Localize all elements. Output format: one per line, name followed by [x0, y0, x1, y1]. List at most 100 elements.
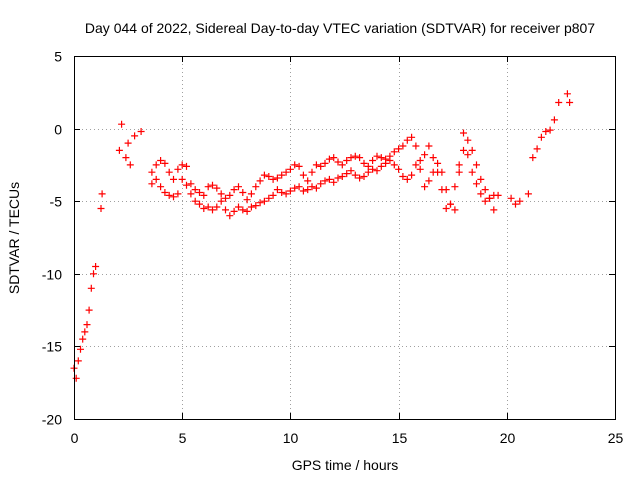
data-point — [295, 162, 303, 170]
data-point — [455, 161, 463, 169]
data-point — [347, 154, 355, 162]
data-point — [321, 177, 329, 185]
plot-frame — [74, 56, 616, 420]
data-point — [408, 133, 416, 141]
data-point — [468, 146, 476, 154]
data-point — [351, 171, 359, 179]
data-point — [356, 174, 364, 182]
x-tick-label: 5 — [179, 430, 187, 446]
data-point — [399, 142, 407, 150]
y-tick-label: 0 — [54, 122, 62, 138]
axis-ticks: 0 5 10 15 20 25 -20 -15 -10 -5 0 5 — [42, 49, 624, 447]
data-point — [338, 173, 346, 180]
data-point — [252, 183, 260, 191]
data-point — [343, 157, 351, 164]
data-point — [183, 181, 190, 189]
data-point — [152, 161, 160, 169]
data-point — [529, 154, 537, 162]
data-point — [209, 181, 216, 189]
data-point — [481, 186, 489, 194]
y-tick-label: -10 — [42, 267, 62, 283]
data-point — [243, 207, 251, 215]
data-point — [338, 161, 346, 169]
y-axis-label: SDTVAR / TECUs — [6, 182, 22, 294]
data-point — [477, 190, 485, 198]
y-tick-label: -5 — [50, 194, 63, 210]
data-point — [299, 187, 307, 195]
data-point — [115, 146, 123, 154]
data-point — [239, 189, 247, 196]
y-tick-label: -15 — [42, 339, 62, 355]
data-point — [204, 203, 212, 211]
data-point — [124, 139, 132, 147]
data-point — [373, 167, 381, 175]
data-point — [451, 183, 459, 191]
data-point — [183, 162, 190, 170]
data-point — [222, 194, 229, 202]
data-point — [157, 183, 165, 191]
x-tick-label: 15 — [392, 430, 408, 446]
data-point — [364, 168, 372, 176]
data-point — [550, 116, 558, 124]
data-point — [434, 159, 442, 167]
data-point — [178, 175, 186, 183]
data-point — [347, 167, 355, 175]
data-point — [308, 183, 316, 191]
data-point — [200, 191, 208, 199]
data-point — [369, 157, 377, 164]
data-point — [563, 90, 571, 98]
data-point — [377, 154, 385, 162]
data-point — [265, 194, 273, 202]
data-point — [196, 189, 203, 196]
data-point — [507, 194, 515, 202]
data-point — [334, 158, 342, 166]
data-point — [451, 206, 459, 214]
x-tick-label: 10 — [283, 430, 299, 446]
data-point — [230, 207, 238, 215]
data-point — [330, 178, 338, 186]
data-point — [235, 203, 242, 211]
data-point — [209, 206, 216, 214]
chart-title: Day 044 of 2022, Sidereal Day-to-day VTE… — [85, 20, 595, 36]
data-point — [542, 128, 550, 135]
data-point — [282, 168, 290, 176]
data-point — [269, 175, 277, 183]
data-point — [286, 187, 294, 195]
data-point — [412, 142, 420, 150]
data-point — [152, 175, 160, 183]
data-point — [273, 186, 281, 194]
data-point — [464, 151, 472, 159]
data-point — [187, 190, 195, 198]
data-point — [399, 173, 407, 180]
data-point — [256, 177, 264, 185]
data-point — [204, 183, 212, 191]
data-point — [486, 194, 493, 202]
data-point — [416, 165, 424, 173]
data-point — [403, 175, 411, 183]
data-point — [260, 171, 268, 179]
data-point — [92, 263, 100, 270]
data-point — [325, 155, 333, 163]
data-point — [291, 161, 299, 169]
data-point — [85, 306, 93, 314]
data-point — [395, 165, 403, 173]
data-point — [304, 186, 312, 194]
data-point — [555, 99, 563, 106]
data-point — [97, 205, 105, 212]
data-point — [360, 173, 368, 180]
data-point — [533, 145, 541, 153]
data-point — [308, 168, 316, 176]
data-point — [403, 136, 411, 144]
data-point — [148, 180, 156, 188]
data-point — [196, 200, 203, 208]
data-point — [434, 168, 442, 176]
x-axis-label: GPS time / hours — [292, 457, 399, 473]
data-point — [157, 157, 165, 164]
data-point — [213, 203, 221, 211]
data-point — [455, 168, 463, 176]
data-point — [321, 159, 329, 167]
data-point — [351, 152, 359, 160]
data-point — [239, 206, 247, 214]
data-point — [317, 180, 325, 188]
data-point — [252, 202, 260, 210]
